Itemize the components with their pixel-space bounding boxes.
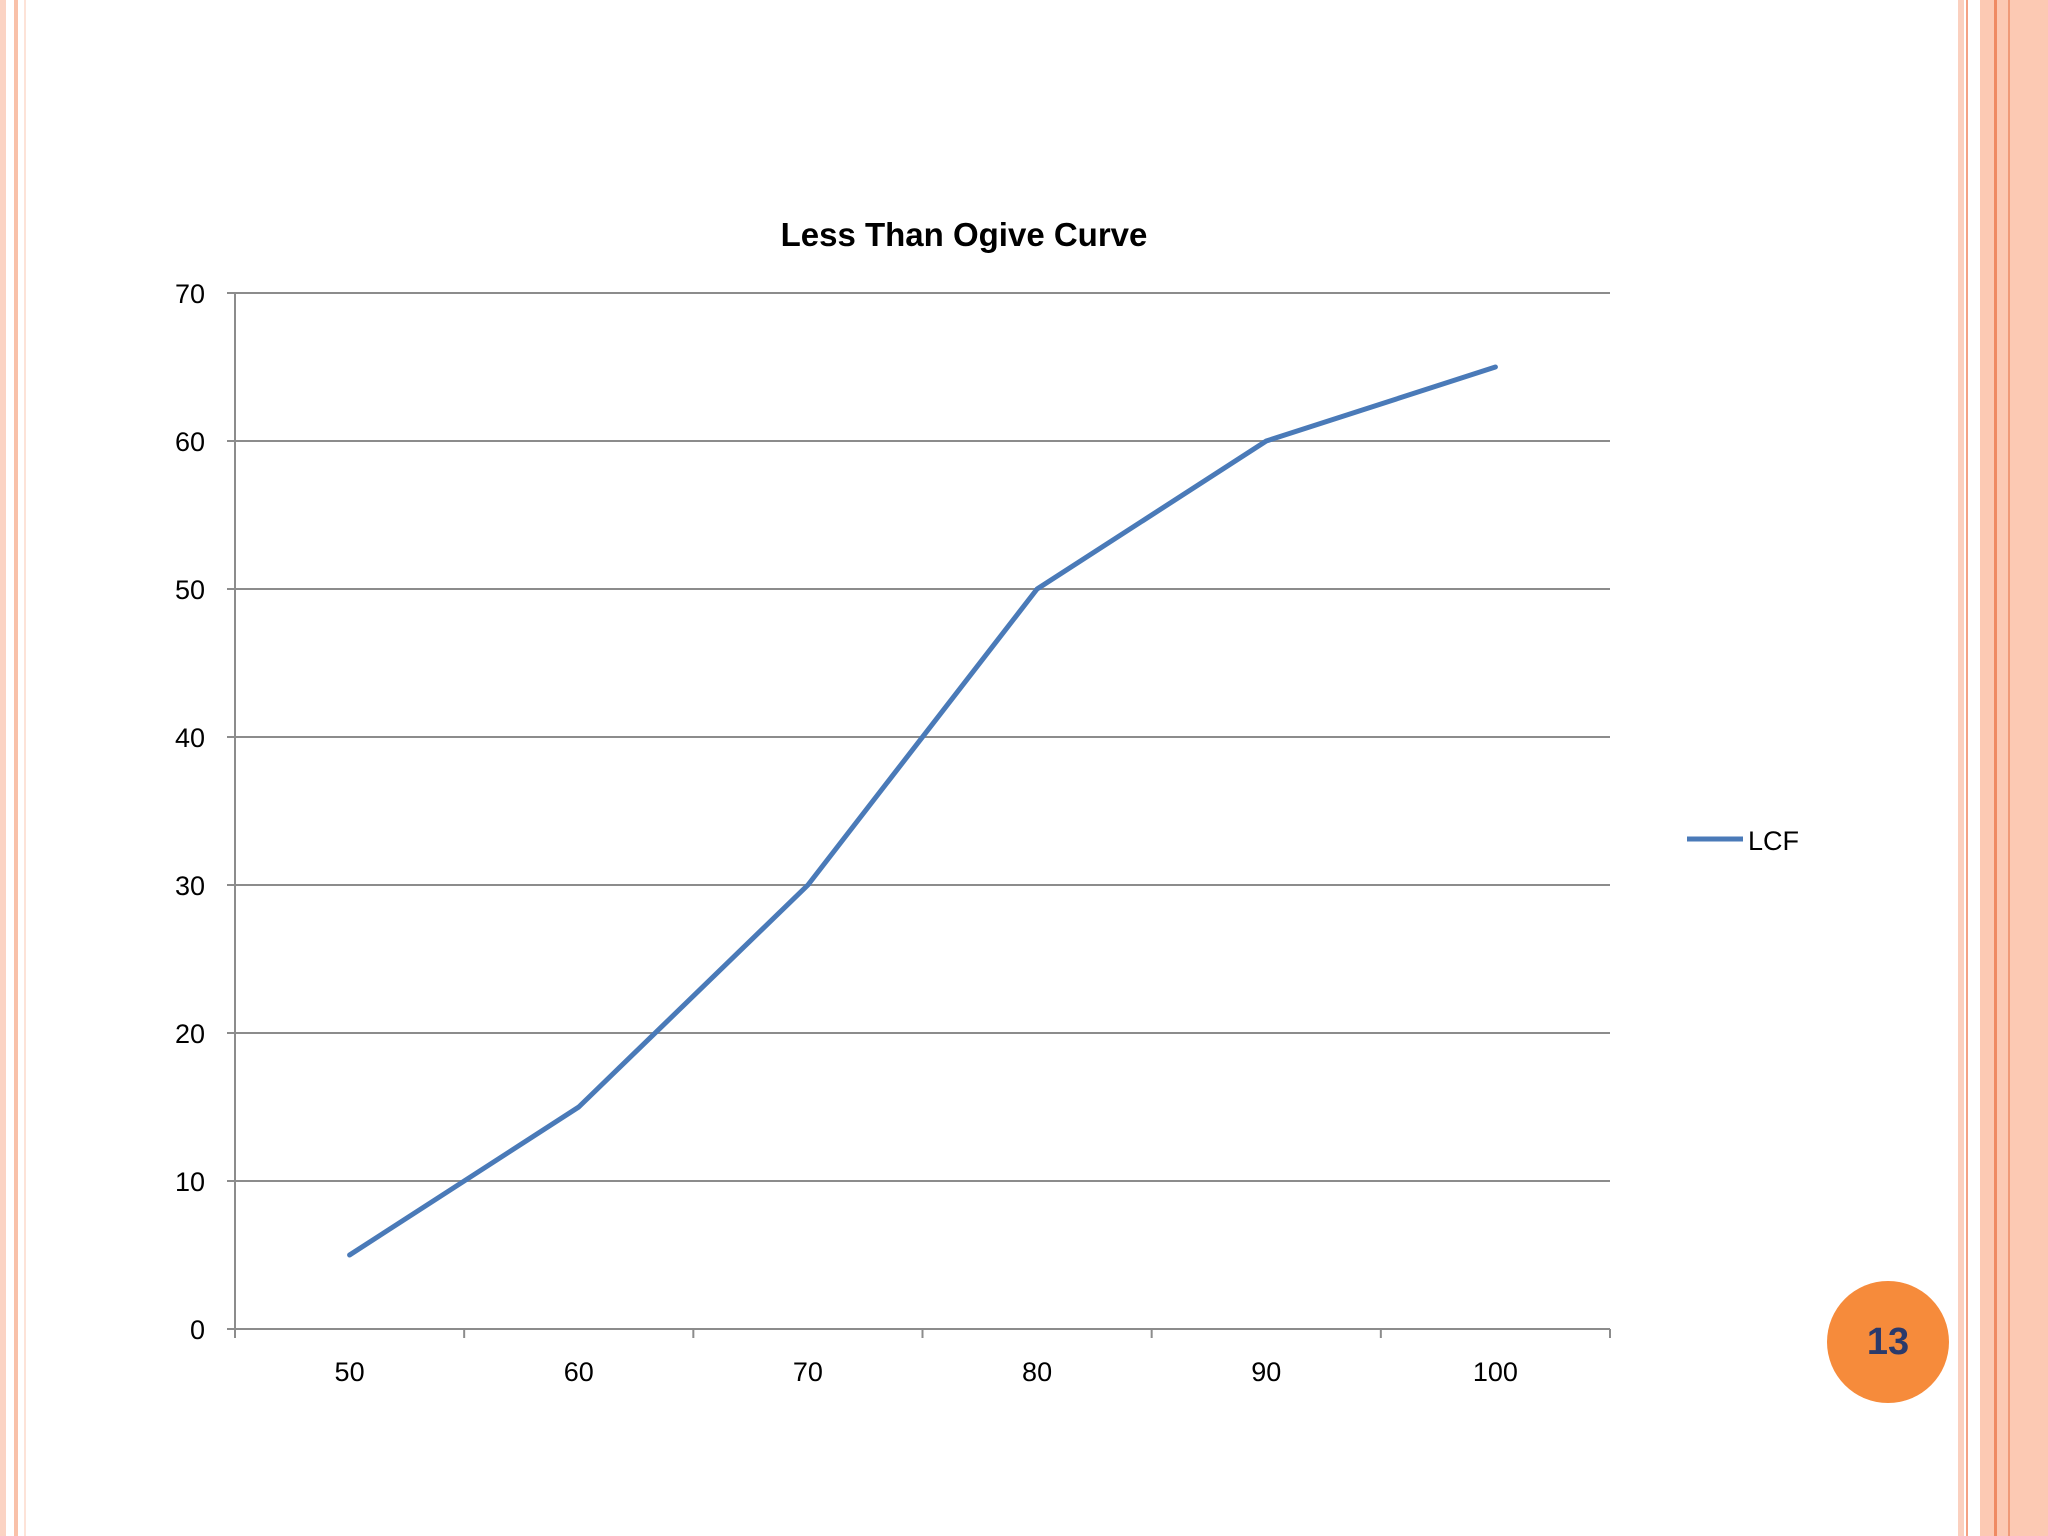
x-tick-label-50: 50 [335,1357,365,1387]
y-tick-label-70: 70 [175,279,205,309]
y-tick-labels: 0 10 20 30 40 50 60 70 [175,279,205,1345]
x-tick-label-80: 80 [1022,1357,1052,1387]
x-tick-label-60: 60 [564,1357,594,1387]
data-point-lcf-90 [1264,439,1268,443]
frame-stripe-left-inner [24,0,26,1536]
legend: LCF [1687,826,1799,856]
series-line-lcf [347,364,1498,1258]
frame-stripe-right-1 [1958,0,1964,1536]
axes [227,292,1611,1338]
y-tick-label-50: 50 [175,575,205,605]
y-tick-label-30: 30 [175,871,205,901]
data-point-lcf-70 [806,883,810,887]
page-number: 13 [1866,1320,1910,1363]
y-tick-label-20: 20 [175,1019,205,1049]
frame-stripe-left-outer [0,0,6,1536]
frame-band-right [1980,0,2048,1536]
y-tick-label-10: 10 [175,1167,205,1197]
y-tick-label-0: 0 [190,1315,205,1345]
legend-label-lcf: LCF [1748,826,1799,856]
data-point-lcf-80 [1035,587,1039,591]
frame-stripe-right-2 [1966,0,1968,1536]
frame-stripe-right-4 [2008,0,2010,1536]
chart-title: Less Than Ogive Curve [781,216,1148,253]
data-point-lcf-50 [348,1253,352,1257]
frame-stripe-right-3 [1994,0,1997,1536]
x-tick-label-100: 100 [1473,1357,1518,1387]
series-layer [347,364,1498,1258]
x-tick-label-90: 90 [1251,1357,1281,1387]
x-tick-labels: 50 60 70 80 90 100 [335,1357,1518,1387]
data-point-lcf-100 [1493,365,1497,369]
x-tick-label-70: 70 [793,1357,823,1387]
y-tick-label-40: 40 [175,723,205,753]
frame-stripe-left-middle [14,0,18,1536]
data-point-lcf-60 [577,1105,581,1109]
page-number-badge: 13 [1827,1281,1949,1403]
y-tick-label-60: 60 [175,427,205,457]
